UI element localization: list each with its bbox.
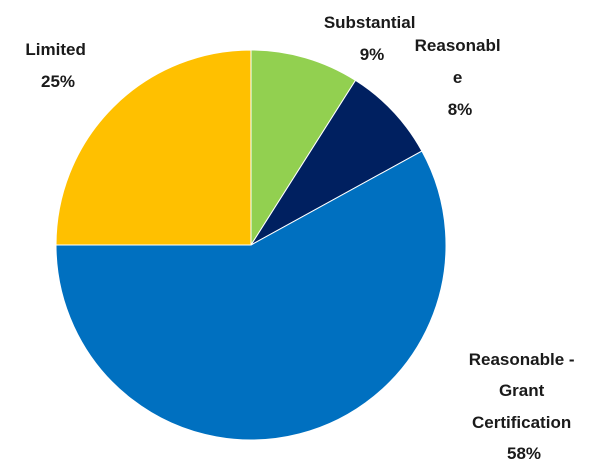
slice-label-substantial: Substantial 9% <box>324 13 420 64</box>
slice-value-reasonable-grant-certification: 58% <box>507 444 541 463</box>
slice-label-limited: Limited 25% <box>25 40 90 91</box>
pie-slice-reasonable-grant-certification <box>55 150 447 441</box>
pie-slice-reasonabl-e <box>250 79 423 246</box>
slice-label-reasonable-line-1: Reasonabl <box>415 36 501 55</box>
pie-slice-substantial <box>250 49 357 247</box>
slice-label-grant-line-2: Grant <box>499 381 545 400</box>
slice-label-reasonable: Reasonabl e 8% <box>415 36 506 119</box>
pie-slices <box>55 49 447 441</box>
slice-value-substantial: 9% <box>360 45 385 64</box>
slice-value-reasonable: 8% <box>448 100 473 119</box>
data-labels: Substantial 9% Reasonabl e 8% Reasonable… <box>25 13 580 463</box>
slice-label-reasonable-line-2: e <box>453 68 462 87</box>
slice-label-limited-line-1: Limited <box>25 40 85 59</box>
slice-value-limited: 25% <box>41 72 75 91</box>
slice-label-grant-line-3: Certification <box>472 413 571 432</box>
pie-slice-limited <box>55 49 252 246</box>
slice-label-substantial-line-1: Substantial <box>324 13 416 32</box>
slice-label-grant-line-1: Reasonable - <box>469 350 575 369</box>
slice-label-reasonable-grant-certification: Reasonable - Grant Certification 58% <box>469 350 580 463</box>
